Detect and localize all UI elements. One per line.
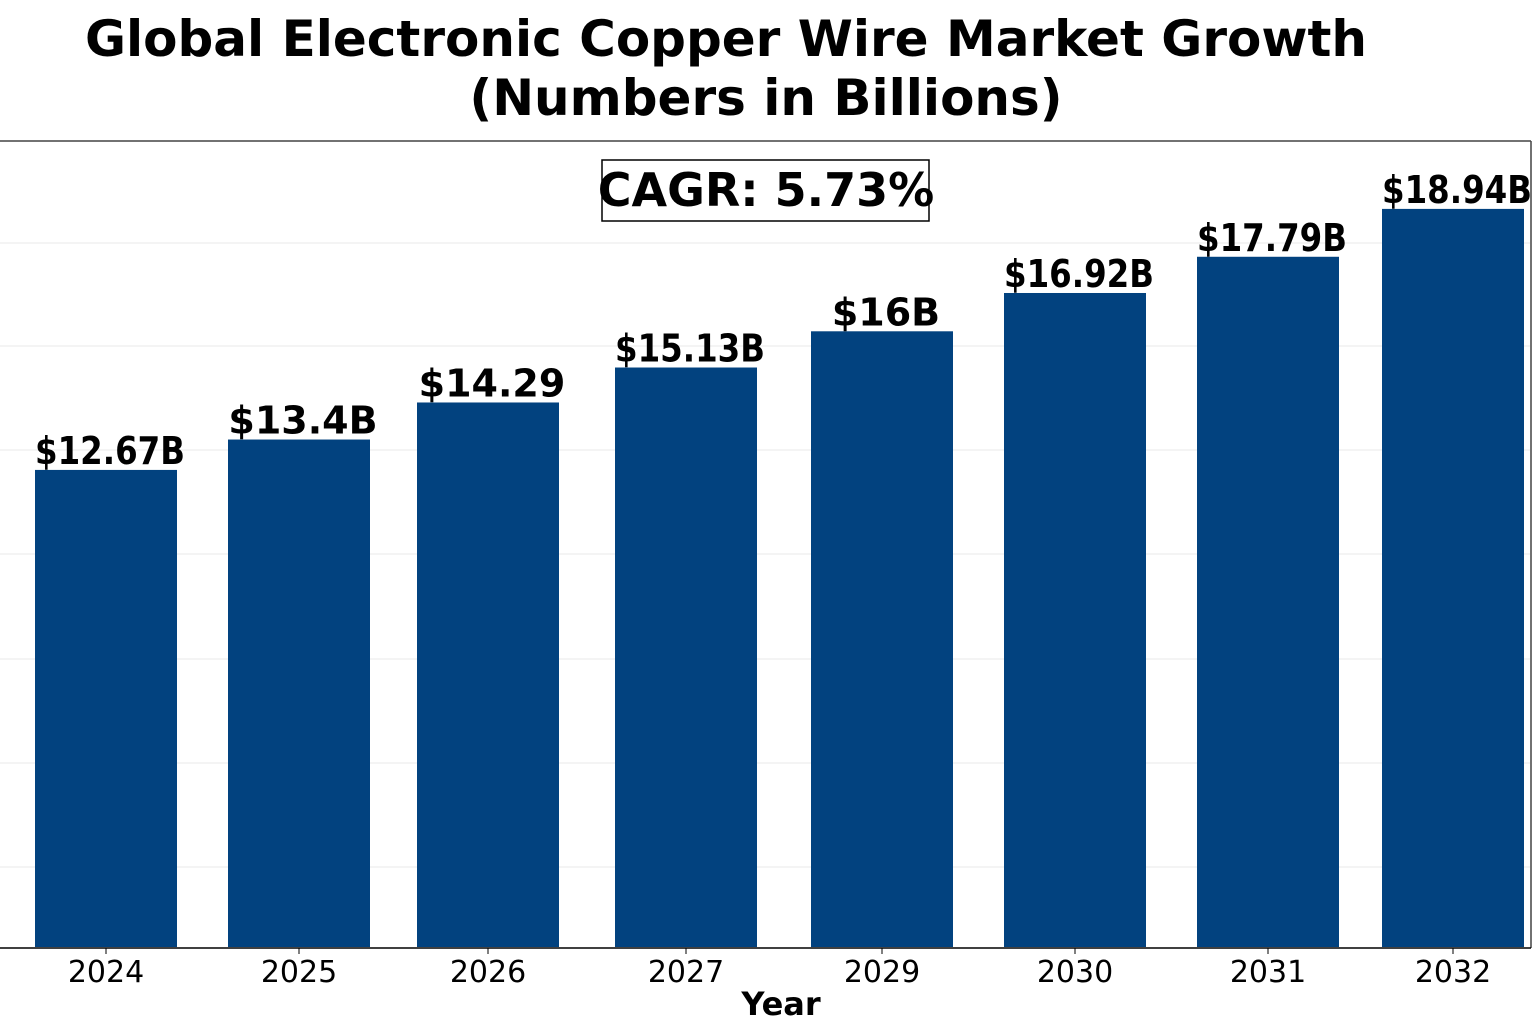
bar-2024 — [35, 469, 177, 947]
bar-value-label: $13.4B — [228, 399, 377, 443]
cagr-text: CAGR: 5.73% — [598, 163, 935, 217]
bar-2030 — [1004, 292, 1146, 948]
chart-title-line-2: (Numbers in Billions) — [469, 69, 1062, 127]
bar-value-label: $16.92B — [1004, 252, 1154, 296]
x-tick-label: 2032 — [1415, 955, 1491, 990]
x-tick-label: 2025 — [261, 955, 337, 990]
x-tick-label: 2026 — [450, 955, 526, 990]
bar-2029 — [811, 331, 953, 947]
bar-value-label: $12.67B — [35, 429, 185, 473]
bar-value-label: $18.94B — [1382, 168, 1532, 212]
bar-value-label: $17.79B — [1197, 216, 1347, 260]
bars — [35, 208, 1524, 948]
bar-2031 — [1197, 256, 1339, 947]
cagr-box — [601, 159, 930, 222]
x-tick-label: 2029 — [844, 955, 920, 990]
x-tick-label: 2031 — [1230, 955, 1306, 990]
bar-value-label: $15.13B — [615, 327, 765, 371]
x-tick-label: 2027 — [648, 955, 724, 990]
x-tick-label: 2030 — [1037, 955, 1113, 990]
x-axis-label: Year — [740, 985, 821, 1023]
x-ticks: 2024 2025 2026 2027 2029 2030 2031 2032 — [68, 948, 1491, 990]
bar-value-label: $14.29 — [419, 361, 566, 405]
bar-2025 — [228, 439, 370, 947]
chart-title-line-1: Global Electronic Copper Wire Market Gro… — [85, 10, 1367, 68]
bar-2027 — [615, 367, 757, 948]
cagr-annotation: CAGR: 5.73% — [598, 159, 935, 222]
bar-labels: $12.67B $13.4B $14.29 $15.13B $16B $16.92B $17… — [35, 168, 1532, 473]
plot-area: $12.67B $13.4B $14.29 $15.13B $16B $16.92B $17… — [0, 140, 1532, 990]
bar-2032 — [1382, 208, 1524, 948]
x-tick-label: 2024 — [68, 955, 144, 990]
bar-value-label: $16B — [832, 290, 940, 334]
bar-2026 — [417, 402, 559, 947]
